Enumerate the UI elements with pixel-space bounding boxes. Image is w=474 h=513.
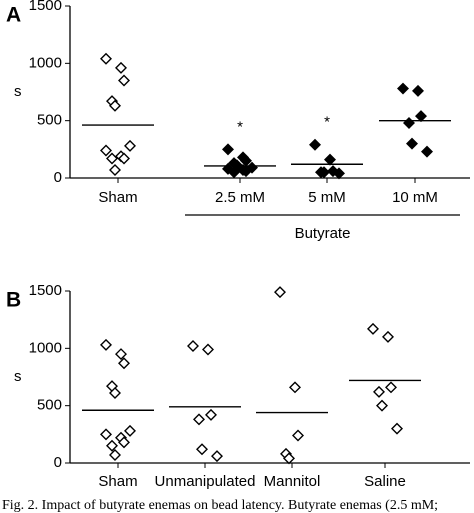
significance-star: * (324, 114, 330, 131)
data-point (118, 436, 130, 449)
x-tick-label: Sham (98, 189, 137, 206)
y-tick-label: 1000 (29, 54, 62, 71)
x-tick-label: Unmanipulated (155, 473, 256, 490)
y-tick-label: 1500 (29, 0, 62, 14)
data-point (118, 152, 130, 165)
data-point (222, 143, 234, 156)
data-point (274, 286, 286, 299)
data-point (289, 381, 301, 394)
x-tick-label: Saline (364, 473, 406, 490)
x-tick-label: 5 mM (308, 189, 346, 206)
data-point (382, 330, 394, 343)
data-point (421, 145, 433, 158)
group-label: Butyrate (295, 225, 351, 242)
y-axis-label: s (14, 83, 22, 100)
data-point (415, 110, 427, 123)
data-point (406, 137, 418, 150)
data-point (292, 429, 304, 442)
data-point (283, 452, 295, 465)
data-point (373, 385, 385, 398)
data-point (196, 443, 208, 456)
data-point (124, 424, 136, 437)
data-point (193, 413, 205, 426)
data-point (333, 167, 345, 180)
data-point (240, 165, 252, 178)
y-axis-label: s (14, 368, 22, 385)
y-tick-label: 1000 (29, 339, 62, 356)
data-point (100, 428, 112, 441)
data-point (403, 116, 415, 129)
data-point (211, 450, 223, 463)
data-point (309, 138, 321, 151)
data-point (106, 439, 118, 452)
data-point (187, 340, 199, 353)
data-point (109, 448, 121, 461)
data-point (397, 82, 409, 95)
significance-star: * (237, 118, 243, 135)
data-point (124, 139, 136, 152)
data-point (106, 152, 118, 165)
data-point (205, 408, 217, 421)
data-point (100, 144, 112, 157)
data-point (391, 422, 403, 435)
caption: Fig. 2. Impact of butyrate enemas on bea… (2, 498, 438, 513)
data-point (385, 381, 397, 394)
x-tick-label: Mannitol (264, 473, 321, 490)
data-point (100, 52, 112, 65)
data-point (115, 348, 127, 361)
y-tick-label: 0 (54, 454, 62, 471)
data-point (412, 84, 424, 97)
x-tick-label: 10 mM (392, 189, 438, 206)
data-point (118, 357, 130, 370)
data-point (367, 322, 379, 335)
data-point (318, 166, 330, 179)
data-point (115, 61, 127, 74)
data-point (100, 338, 112, 351)
x-tick-label: Sham (98, 473, 137, 490)
data-point (376, 399, 388, 412)
data-point (202, 343, 214, 356)
data-point (109, 99, 121, 112)
x-tick-label: 2.5 mM (215, 189, 265, 206)
data-point (228, 166, 240, 179)
y-tick-label: 500 (37, 112, 62, 129)
panel-label: A (6, 4, 21, 27)
data-point (118, 74, 130, 87)
y-tick-label: 0 (54, 169, 62, 186)
panel-label: B (6, 289, 21, 312)
y-tick-label: 500 (37, 397, 62, 414)
data-point (109, 163, 121, 176)
data-point (324, 153, 336, 166)
data-point (109, 387, 121, 400)
y-tick-label: 1500 (29, 282, 62, 299)
